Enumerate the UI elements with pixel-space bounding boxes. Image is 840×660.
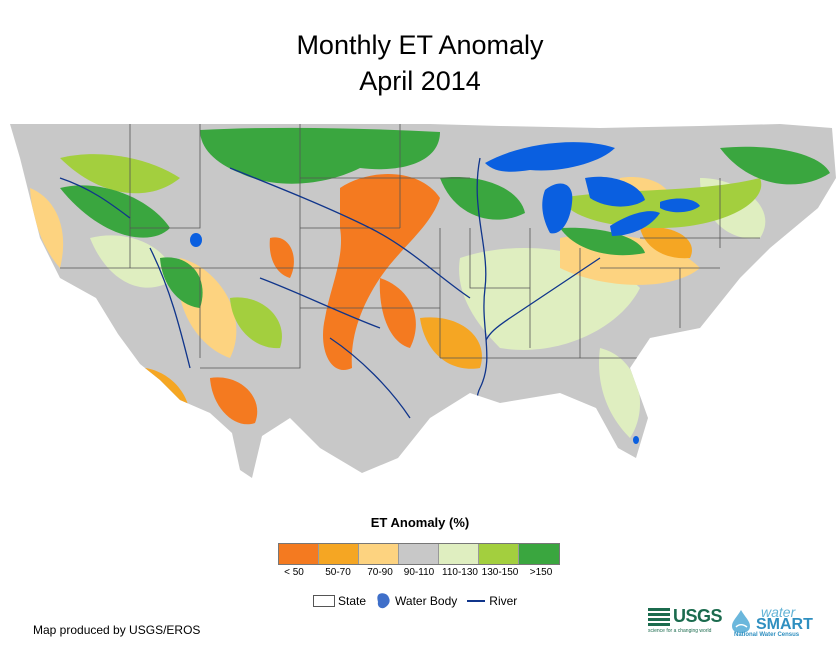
- usgs-tagline: science for a changing world: [648, 628, 712, 634]
- label-70-90: 70-90: [367, 567, 393, 578]
- lake-michigan: [542, 183, 573, 234]
- usgs-logo: USGS science for a changing world: [648, 606, 723, 634]
- label-gt150: >150: [529, 567, 553, 578]
- map-title: Monthly ET Anomaly: [296, 30, 544, 60]
- usgs-logo-text: USGS: [673, 606, 723, 626]
- et-anomaly-map: [10, 124, 836, 478]
- map-key: State Water Body River: [313, 592, 527, 610]
- key-river: River: [467, 594, 517, 608]
- watersmart-main-text: SMART: [756, 616, 813, 633]
- great-salt-lake: [190, 233, 202, 247]
- map-credit: Map produced by USGS/EROS: [33, 623, 201, 637]
- river-line-icon: [467, 600, 486, 602]
- usgs-mark-icon: [648, 607, 670, 626]
- water-drop-icon: [732, 610, 750, 633]
- swatch-110-130: [439, 544, 479, 564]
- swatch-70-90: [359, 544, 399, 564]
- key-state-label: State: [338, 594, 367, 608]
- map-subtitle: April 2014: [359, 66, 481, 96]
- water-bodies: [190, 142, 700, 444]
- watersmart-subtitle: National Water Census: [734, 632, 800, 638]
- class-gt150-areas: [60, 127, 830, 308]
- lake-okeechobee: [633, 436, 639, 444]
- watersmart-logo: water SMART National Water Census: [728, 604, 818, 640]
- state-outline-icon: [313, 595, 335, 607]
- key-water-label: Water Body: [395, 594, 458, 608]
- lake-superior: [485, 142, 615, 172]
- swatch-gt150: [519, 544, 559, 564]
- key-state: State: [313, 594, 366, 608]
- label-lt50: < 50: [284, 567, 304, 578]
- key-river-label: River: [489, 594, 518, 608]
- label-130-150: 130-150: [481, 567, 519, 578]
- legend-title: ET Anomaly (%): [370, 515, 470, 530]
- key-water: Water Body: [376, 592, 457, 610]
- lake-ontario: [660, 198, 700, 213]
- watersmart-top-text: water: [761, 604, 796, 620]
- label-90-110: 90-110: [403, 567, 435, 578]
- swatch-90-110: [399, 544, 439, 564]
- label-50-70: 50-70: [325, 567, 351, 578]
- water-body-icon: [377, 593, 390, 609]
- label-110-130: 110-130: [442, 567, 478, 578]
- legend-color-bar: [278, 543, 560, 565]
- lake-huron: [585, 176, 645, 207]
- swatch-130-150: [479, 544, 519, 564]
- swatch-50-70: [319, 544, 359, 564]
- river-network: [59, 157, 601, 449]
- lake-erie: [610, 211, 660, 236]
- swatch-lt50: [279, 544, 319, 564]
- state-boundaries: [60, 124, 760, 369]
